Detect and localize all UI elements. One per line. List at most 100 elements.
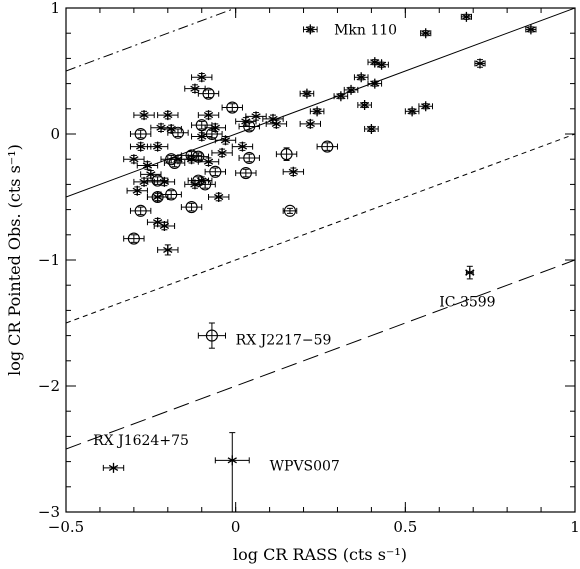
star-marker xyxy=(336,91,346,102)
circle-point xyxy=(238,151,260,164)
y-tick-label: −2 xyxy=(38,377,60,395)
star-point xyxy=(197,156,220,167)
star-marker xyxy=(108,462,119,473)
star-point xyxy=(357,100,372,111)
star-marker xyxy=(421,101,431,112)
y-tick-label: −3 xyxy=(38,503,60,521)
star-point xyxy=(133,176,155,187)
circle-point xyxy=(146,190,169,204)
circle-marker xyxy=(185,201,198,214)
circle-marker xyxy=(209,165,222,178)
star-marker xyxy=(217,147,227,158)
circle-point xyxy=(167,126,189,139)
circle-point xyxy=(201,127,223,141)
star-point xyxy=(231,141,254,152)
star-point xyxy=(140,169,162,180)
circle-marker xyxy=(280,148,293,161)
circle-point xyxy=(238,120,260,133)
star-marker xyxy=(271,118,282,129)
star-point xyxy=(123,154,145,165)
annotation-label: IC 3599 xyxy=(439,295,495,311)
star-marker xyxy=(220,135,231,146)
star-point xyxy=(299,88,315,99)
star-marker xyxy=(214,192,224,202)
star-point xyxy=(299,118,321,129)
star-marker xyxy=(370,78,380,89)
circle-marker xyxy=(195,119,208,132)
circle-marker xyxy=(134,127,147,141)
star-point xyxy=(343,84,359,95)
circle-marker xyxy=(151,174,164,187)
star-marker xyxy=(139,110,149,121)
star-point xyxy=(102,462,125,473)
star-point xyxy=(474,58,486,69)
circle-marker xyxy=(151,190,164,204)
star-point xyxy=(353,72,369,83)
circle-point xyxy=(146,174,169,187)
star-point xyxy=(303,24,318,35)
annotation-label: RX J1624+75 xyxy=(93,433,189,449)
reference-line-long-dash xyxy=(66,259,575,450)
circle-point xyxy=(180,201,203,214)
circle-marker xyxy=(185,149,198,162)
star-point xyxy=(197,110,220,121)
circle-point xyxy=(160,188,182,201)
tick-labels: −0.5 0 0.5 1 −3 −2 −1 0 1 xyxy=(38,0,580,536)
star-point xyxy=(157,244,179,256)
data-markers xyxy=(102,11,537,512)
star-marker xyxy=(407,106,417,117)
star-marker xyxy=(159,220,170,231)
circle-marker xyxy=(134,204,147,217)
star-marker xyxy=(139,176,149,187)
y-axis-title: log CR Pointed Obs. (cts s⁻¹) xyxy=(5,144,24,376)
circle-point xyxy=(197,87,220,100)
star-marker xyxy=(190,83,200,94)
star-point xyxy=(146,141,169,152)
circle-point xyxy=(275,147,298,161)
circle-marker xyxy=(239,167,252,180)
star-marker xyxy=(465,267,475,278)
star-point xyxy=(282,166,305,177)
circle-point xyxy=(282,204,298,217)
star-marker xyxy=(461,11,472,22)
circle-point xyxy=(123,232,145,245)
y-tick-label: −1 xyxy=(38,251,60,269)
circle-marker xyxy=(171,126,185,139)
circle-marker xyxy=(168,156,181,170)
star-marker xyxy=(142,160,153,171)
star-point xyxy=(418,101,433,112)
circle-marker xyxy=(226,101,239,114)
circle-marker xyxy=(199,178,212,191)
star-marker xyxy=(376,59,387,70)
star-marker xyxy=(203,110,214,121)
annotation-label: Mkn 110 xyxy=(334,22,397,38)
circle-point xyxy=(221,101,243,114)
axis-ticks xyxy=(65,7,576,513)
star-marker xyxy=(305,118,315,129)
star-point xyxy=(191,72,213,83)
star-marker xyxy=(346,84,356,95)
star-marker xyxy=(210,122,220,133)
star-marker xyxy=(475,58,485,69)
circle-marker xyxy=(127,232,140,245)
star-marker xyxy=(197,72,207,83)
annotations: Mkn 110 IC 3599 RX J2217−59 RX J1624+75 WPVS… xyxy=(93,22,495,474)
star-point xyxy=(265,118,288,129)
circle-marker xyxy=(283,204,297,217)
circle-point xyxy=(163,156,186,170)
star-marker xyxy=(163,244,173,255)
star-point xyxy=(208,192,230,202)
circle-point xyxy=(191,119,213,132)
star-point xyxy=(157,110,179,121)
star-marker xyxy=(129,154,139,165)
star-point xyxy=(184,83,206,94)
x-tick-label: 0.5 xyxy=(393,518,417,536)
star-point xyxy=(374,59,389,70)
y-tick-label: 0 xyxy=(50,125,60,143)
circle-point xyxy=(235,167,257,180)
circle-point xyxy=(197,322,226,349)
reference-line-short-dash xyxy=(66,133,575,324)
star-marker xyxy=(227,455,237,466)
star-point xyxy=(367,78,383,89)
